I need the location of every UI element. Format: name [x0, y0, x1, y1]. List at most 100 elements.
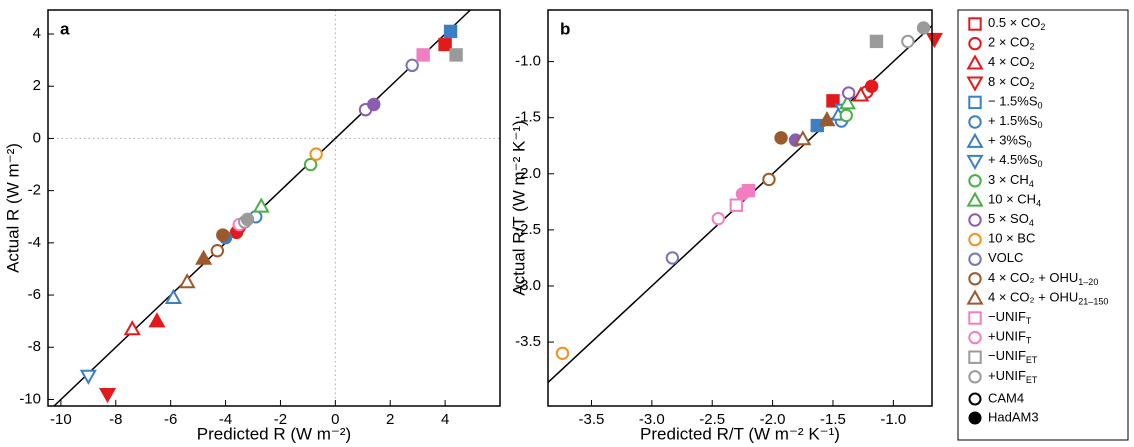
marker-triangle-up: [966, 132, 984, 148]
legend-label-sub: 21–150: [1078, 297, 1108, 307]
marker-square: [826, 94, 840, 108]
marker-square: [968, 311, 982, 325]
legend-label: 3 × CH4: [988, 172, 1034, 189]
marker-triangle-down: [966, 154, 984, 171]
x-tick-label: -2.0: [760, 411, 786, 428]
x-axis-label: Predicted R (W m⁻²): [197, 424, 351, 443]
legend-label: + 4.5%S0: [988, 153, 1043, 170]
x-axis-label: Predicted R/T (W m⁻² K⁻¹): [640, 424, 840, 443]
legend-label: 4 × CO2: [988, 55, 1035, 72]
legend-label-main: 8 × CO: [988, 74, 1030, 89]
marker-circle: [968, 115, 982, 129]
marker-circle: [968, 213, 982, 227]
y-tick-label: -1.0: [515, 53, 541, 70]
legend-model-marker: [968, 392, 982, 406]
marker-circle: [968, 370, 982, 384]
marker-triangle-down: [966, 76, 984, 92]
legend-label-main: −UNIF: [988, 309, 1026, 324]
y-tick-label: 4: [33, 25, 41, 42]
panel-label: a: [60, 19, 70, 38]
marker-circle: [841, 86, 856, 100]
marker-circle: [916, 21, 931, 35]
marker-circle: [968, 330, 982, 345]
marker-triangle-up: [195, 249, 213, 265]
marker-circle: [762, 172, 776, 187]
legend-label-sub: 2: [1030, 62, 1035, 72]
marker-triangle-up: [148, 312, 166, 328]
marker-square: [968, 17, 982, 31]
x-tick-label: -1.5: [820, 411, 846, 428]
legend-label-sub: 4: [1036, 199, 1041, 209]
y-tick-label: 0: [33, 129, 41, 146]
legend-label: 8 × CO2: [988, 74, 1035, 91]
legend-label-main: −UNIF: [988, 349, 1026, 364]
marker-circle: [968, 36, 982, 51]
legend-label: 5 × SO4: [988, 211, 1034, 228]
legend-label-main: VOLC: [988, 251, 1023, 266]
marker-circle: [711, 211, 725, 226]
legend-label: + 3%S0: [988, 133, 1032, 150]
marker-square: [968, 95, 982, 110]
legend-label: + 1.5%S0: [988, 113, 1043, 130]
marker-square: [869, 34, 884, 49]
legend-label-main: + 4.5%S: [988, 153, 1038, 168]
marker-triangle-up: [178, 273, 196, 289]
y-axis-label: Actual R/T (W m⁻² K⁻¹): [509, 120, 528, 295]
x-tick-label: -6: [164, 411, 177, 428]
legend-label-sub: 0: [1038, 120, 1043, 130]
y-tick-label: -1.5: [515, 109, 541, 126]
plot-frame: [547, 9, 933, 407]
legend-label-sub: 4: [1029, 179, 1034, 189]
marker-circle: [210, 243, 225, 258]
marker-triangle-up: [838, 94, 857, 110]
legend-label-main: + 1.5%S: [988, 113, 1038, 128]
panel: -10 -8 -6 -4 -2 0 2 4 -10 -8 -6 -4 -2 0 2 4 Predicted R …: [3, 9, 501, 443]
legend-label: +UNIFT: [988, 329, 1032, 346]
y-axis-label: Actual R (W m⁻²): [3, 143, 22, 273]
marker-circle: [405, 58, 419, 73]
legend-label-main: 0.5 × CO: [988, 15, 1040, 30]
legend-label-main: − 1.5%S: [988, 94, 1038, 109]
legend-label-main: 4 × CO: [988, 55, 1030, 70]
legend-label: 4 × CO₂ + OHU21–150: [988, 290, 1108, 307]
marker-circle: [968, 272, 982, 286]
marker-circle: [968, 232, 982, 247]
marker-triangle-up: [852, 86, 870, 102]
y-tick-label: -4: [28, 234, 41, 251]
marker-circle: [216, 228, 230, 242]
marker-triangle-down: [99, 387, 117, 404]
marker-circle: [367, 97, 381, 112]
legend-label-main: +UNIF: [988, 329, 1026, 344]
marker-circle: [309, 147, 323, 161]
marker-circle: [968, 252, 982, 266]
legend-label: 4 × CO₂ + OHU1–20: [988, 270, 1098, 287]
legend-label-main: 3 × CH: [988, 172, 1029, 187]
legend-label-main: + 3%S: [988, 133, 1027, 148]
marker-triangle-up: [794, 130, 812, 146]
marker-circle: [864, 79, 879, 93]
x-tick-label: -2.5: [699, 411, 725, 428]
x-tick-label: -1.0: [880, 411, 906, 428]
legend-label-sub: 2: [1030, 81, 1035, 91]
legend-label: +UNIFET: [988, 368, 1038, 385]
y-tick-label: -6: [28, 286, 41, 303]
legend-model-label: CAM4: [988, 390, 1024, 405]
y-tick-label: 2: [33, 77, 41, 94]
marker-triangle-up: [966, 289, 984, 305]
x-tick-label: 2: [386, 411, 394, 428]
x-tick-label: 0: [331, 411, 339, 428]
marker-triangle-up: [123, 320, 141, 336]
y-tick-label: -2: [28, 182, 41, 199]
y-tick-label: -10: [19, 390, 41, 407]
legend-label-main: 5 × SO: [988, 211, 1029, 226]
legend-label-main: 4 × CO₂ + OHU: [988, 290, 1078, 305]
panel: -3.5 -3.0 -2.5 -2.0 -1.5 -1.0 -3.5 -3.0 -2.5 -2.0…: [509, 9, 943, 443]
legend-label-main: +UNIF: [988, 368, 1026, 383]
legend-box: [957, 9, 1129, 441]
marker-circle: [774, 131, 788, 145]
x-tick-label: -2: [274, 411, 287, 428]
x-tick-label: -3.5: [579, 411, 605, 428]
marker-square: [416, 48, 430, 62]
marker-triangle-up: [966, 54, 984, 70]
legend-label: − 1.5%S0: [988, 94, 1043, 111]
